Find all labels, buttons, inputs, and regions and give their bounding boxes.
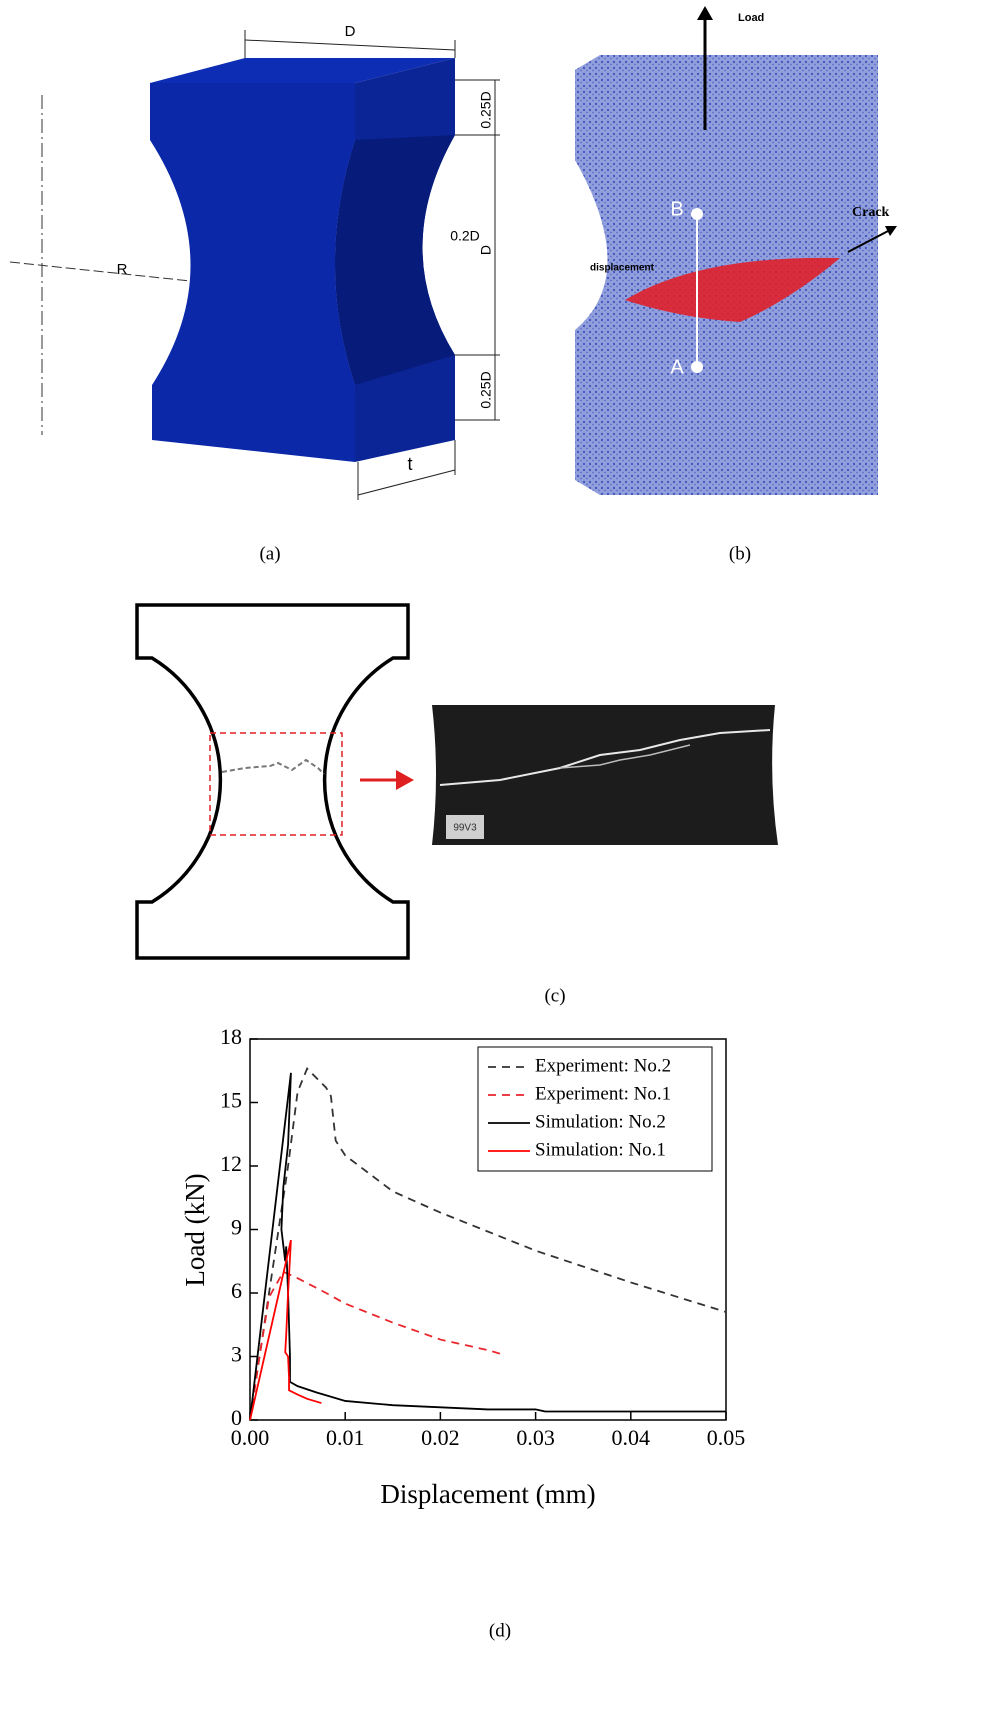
x-tick-label: 0.04 — [612, 1425, 651, 1450]
y-tick-label: 6 — [231, 1278, 242, 1303]
y-tick-label: 18 — [220, 1024, 242, 1049]
dimension-label: R — [117, 261, 128, 278]
x-tick-label: 0.03 — [516, 1425, 555, 1450]
x-tick-label: 0.02 — [421, 1425, 460, 1450]
arrowhead — [396, 770, 414, 790]
panel-c: 99V3 (c) — [135, 603, 778, 1006]
legend-label: Simulation: No.1 — [535, 1139, 666, 1160]
panel-label: (d) — [489, 1620, 511, 1641]
annotation: displacement — [590, 263, 655, 274]
panel-label: (a) — [259, 543, 280, 564]
crack-image — [439, 729, 771, 786]
crack-arrow — [847, 229, 891, 253]
y-tick-label: 0 — [231, 1405, 242, 1430]
panel-b: Load B A Crack displacement (b) — [575, 6, 897, 564]
dimension-label: D — [345, 23, 356, 40]
y-tick-label: 9 — [231, 1215, 242, 1240]
x-tick-label: 0.01 — [326, 1425, 365, 1450]
x-tick-label: 0.00 — [231, 1425, 270, 1450]
front-face — [150, 83, 355, 462]
legend-label: Experiment: No.2 — [535, 1055, 671, 1076]
specimen-outline — [135, 603, 410, 960]
annotation: B — [670, 198, 683, 220]
dimension-line — [244, 39, 456, 51]
y-tick-label: 3 — [231, 1342, 242, 1367]
series-line — [249, 1072, 726, 1421]
x-axis-label: Displacement (mm) — [380, 1479, 595, 1509]
arrowhead — [697, 6, 713, 20]
legend-label: Simulation: No.2 — [535, 1111, 666, 1132]
dimension-label: D — [478, 245, 494, 255]
y-tick-label: 15 — [220, 1088, 242, 1113]
point — [691, 361, 703, 373]
arrowhead — [885, 226, 897, 236]
y-tick-label: 12 — [220, 1151, 242, 1176]
crack-band — [625, 257, 840, 322]
series-line — [249, 1239, 322, 1421]
annotation: A — [670, 356, 684, 378]
dimension-label: 0.25D — [478, 91, 494, 128]
series-line — [249, 1270, 503, 1421]
zoom-box — [209, 732, 343, 836]
dimension-label: t — [407, 454, 412, 474]
legend-label: Experiment: No.1 — [535, 1083, 671, 1104]
concave-face — [335, 135, 455, 385]
y-axis-label: Load (kN) — [180, 1173, 210, 1286]
micrograph — [432, 705, 778, 845]
annotation: Load — [738, 12, 764, 24]
top-face — [150, 58, 455, 83]
x-tick-label: 0.05 — [707, 1425, 746, 1450]
panel-label: (b) — [729, 543, 751, 564]
panel-label: (c) — [544, 985, 565, 1006]
point — [691, 208, 703, 220]
radius-line — [9, 261, 201, 283]
dimension-label: 0.25D — [478, 371, 494, 408]
panel-d: Displacement (mm) Load (kN) (d) 0.00 0.01… — [180, 1024, 745, 1641]
crack-path — [221, 758, 325, 775]
image-tag-box — [446, 815, 484, 839]
annotation: Crack — [852, 205, 890, 220]
dimension-line — [357, 469, 456, 496]
panel-a: D 0.25D D 0.25D 0.2D R t (a) — [9, 23, 500, 564]
dimension-label: 0.2D — [450, 228, 480, 244]
image-tag: 99V3 — [453, 823, 477, 834]
crack-image — [559, 744, 691, 769]
